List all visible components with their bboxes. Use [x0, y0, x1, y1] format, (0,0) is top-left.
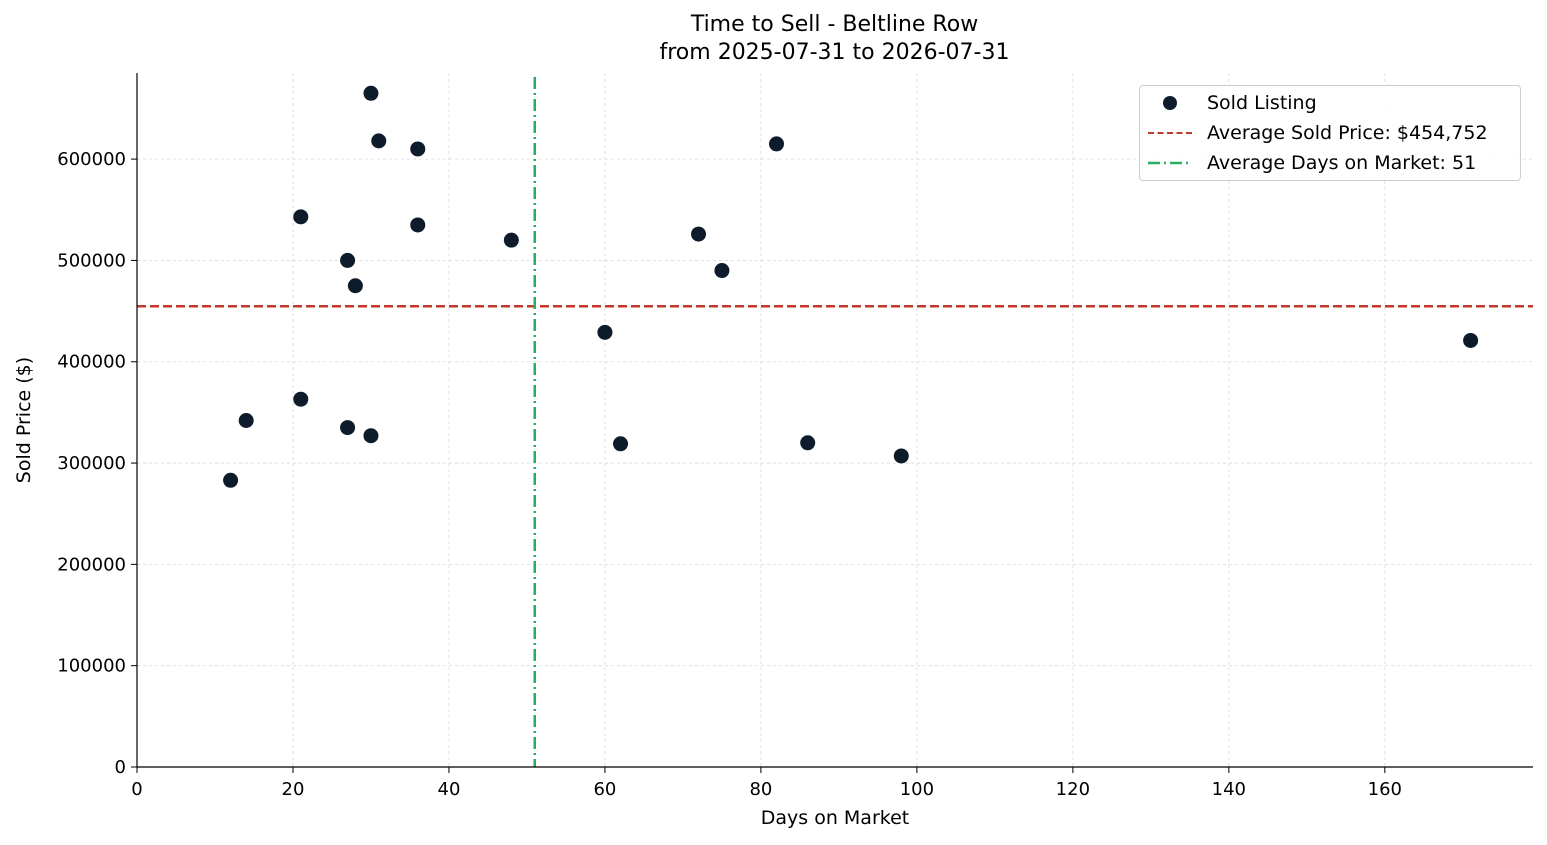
- data-point: [893, 448, 909, 464]
- x-tick-label: 40: [438, 779, 461, 800]
- x-axis-label: Days on Market: [760, 807, 910, 829]
- y-tick-label: 300000: [57, 453, 126, 474]
- data-point: [363, 85, 379, 101]
- data-point: [800, 435, 816, 451]
- x-tick-label: 100: [900, 779, 934, 800]
- data-point: [503, 232, 519, 248]
- legend-item-sold-listing: Sold Listing: [1148, 90, 1317, 116]
- data-point: [340, 420, 356, 436]
- y-tick-label: 0: [115, 757, 126, 778]
- data-point: [691, 226, 707, 242]
- data-point: [769, 136, 785, 152]
- x-tick-label: 120: [1056, 779, 1090, 800]
- legend-item-average-price: Average Sold Price: $454,752: [1148, 120, 1488, 146]
- y-tick-label: 200000: [57, 554, 126, 575]
- chart-legend: Sold Listing Average Sold Price: $454,75…: [1139, 85, 1521, 181]
- y-tick-label: 400000: [57, 352, 126, 373]
- data-point: [238, 413, 254, 429]
- legend-marker-dot: [1163, 96, 1177, 110]
- x-tick-label: 0: [131, 779, 142, 800]
- data-point: [293, 209, 309, 225]
- y-tick-label: 600000: [57, 149, 126, 170]
- x-tick-label: 160: [1368, 779, 1402, 800]
- data-point: [293, 391, 309, 407]
- data-point: [347, 278, 363, 294]
- data-point: [223, 472, 239, 488]
- y-tick-label: 500000: [57, 250, 126, 271]
- x-tick-label: 60: [593, 779, 616, 800]
- x-tick-label: 140: [1212, 779, 1246, 800]
- chart-title: Time to Sell - Beltline Row: [690, 12, 979, 37]
- data-point: [714, 263, 730, 279]
- chart-subtitle: from 2025-07-31 to 2026-07-31: [659, 40, 1010, 65]
- x-tick-label: 20: [282, 779, 305, 800]
- data-point: [597, 324, 613, 340]
- data-point: [1463, 332, 1479, 348]
- data-point: [410, 141, 426, 157]
- legend-label: Average Days on Market: 51: [1207, 152, 1477, 174]
- data-point: [340, 252, 356, 268]
- y-axis-label: Sold Price ($): [13, 356, 35, 484]
- data-point: [363, 428, 379, 444]
- data-point: [410, 217, 426, 233]
- legend-label: Sold Listing: [1207, 92, 1317, 114]
- legend-marker-dashed-line: [1148, 132, 1192, 134]
- data-point: [613, 436, 629, 452]
- legend-item-average-days: Average Days on Market: 51: [1148, 150, 1476, 176]
- legend-label: Average Sold Price: $454,752: [1207, 122, 1488, 144]
- x-tick-label: 80: [749, 779, 772, 800]
- legend-marker-dashdot-line: [1148, 161, 1192, 165]
- y-tick-label: 100000: [57, 656, 126, 677]
- data-point: [371, 133, 387, 149]
